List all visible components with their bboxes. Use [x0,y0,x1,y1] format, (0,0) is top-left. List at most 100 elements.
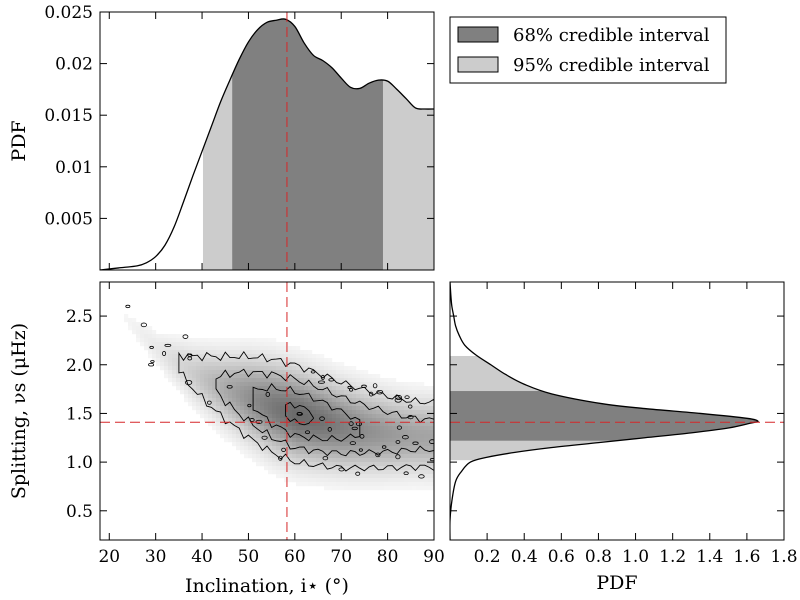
density-cell [332,402,337,407]
density-cell [276,414,281,419]
density-cell [248,346,253,351]
density-cell [352,430,357,435]
density-cell [432,394,434,399]
density-cell [384,386,389,391]
density-cell [428,434,433,439]
density-cell [348,446,353,451]
density-cell [416,478,421,483]
density-cell [424,398,429,403]
density-cell [348,426,353,431]
density-cell [208,358,213,363]
density-cell [316,446,321,451]
density-cell [408,458,413,463]
density-cell [324,402,329,407]
density-cell [352,418,357,423]
density-cell [292,406,297,411]
density-cell [168,374,173,379]
inclination-ytick-label: 0.015 [44,106,93,126]
density-cell [292,434,297,439]
density-cell [292,446,297,451]
density-cell [260,398,265,403]
density-cell [228,350,233,355]
density-cell [400,402,405,407]
joint-contour-speck [310,370,316,374]
density-cell [384,434,389,439]
density-cell [332,386,337,391]
density-cell [300,470,305,475]
density-cell [216,394,221,399]
density-cell [392,390,397,395]
density-cell [360,378,365,383]
density-cell [236,398,241,403]
density-cell [360,438,365,443]
density-cell [328,366,333,371]
density-cell [340,398,345,403]
density-cell [412,434,417,439]
density-cell [156,338,161,343]
density-cell [264,350,269,355]
splitting-xtick-label: 1.2 [659,547,686,567]
density-cell [380,474,385,479]
density-cell [308,390,313,395]
density-cell [320,394,325,399]
density-cell [268,370,273,375]
density-cell [196,406,201,411]
density-cell [136,330,141,335]
density-cell [216,406,221,411]
density-cell [368,382,373,387]
density-cell [164,362,169,367]
density-cell [412,446,417,451]
density-cell [332,414,337,419]
density-cell [284,394,289,399]
density-cell [288,470,293,475]
density-cell [392,434,397,439]
density-cell [272,358,277,363]
density-cell [236,358,241,363]
density-cell [268,346,273,351]
joint-contour-speck [401,435,409,440]
density-cell [228,398,233,403]
density-cell [296,458,301,463]
density-cell [356,426,361,431]
density-cell [288,354,293,359]
density-cell [260,342,265,347]
density-cell [216,338,221,343]
density-cell [280,374,285,379]
density-cell [312,418,317,423]
joint-contour-speck [375,452,381,458]
joint-contour-speck [328,378,335,382]
density-cell [260,450,265,455]
density-cell [180,366,185,371]
density-cell [192,370,197,375]
density-cell [348,454,353,459]
density-cell [324,430,329,435]
density-cell [280,398,285,403]
joint-contour-speck [281,447,286,452]
density-cell [432,426,434,431]
density-cell [336,418,341,423]
density-cell [332,398,337,403]
density-cell [260,414,265,419]
density-cell [344,410,349,415]
density-cell [200,402,205,407]
density-cell [212,422,217,427]
density-cell [424,478,429,483]
density-cell [156,342,161,347]
density-cell [220,354,225,359]
density-cell [424,414,429,419]
density-cell [364,410,369,415]
density-cell [172,370,177,375]
density-cell [428,442,433,447]
density-cell [396,414,401,419]
density-cell [432,386,434,391]
density-cell [296,478,301,483]
density-cell [188,382,193,387]
density-cell [336,406,341,411]
density-cell [300,426,305,431]
density-cell [252,434,257,439]
density-cell [264,422,269,427]
density-cell [248,370,253,375]
density-cell [340,478,345,483]
density-cell [312,466,317,471]
density-cell [372,458,377,463]
